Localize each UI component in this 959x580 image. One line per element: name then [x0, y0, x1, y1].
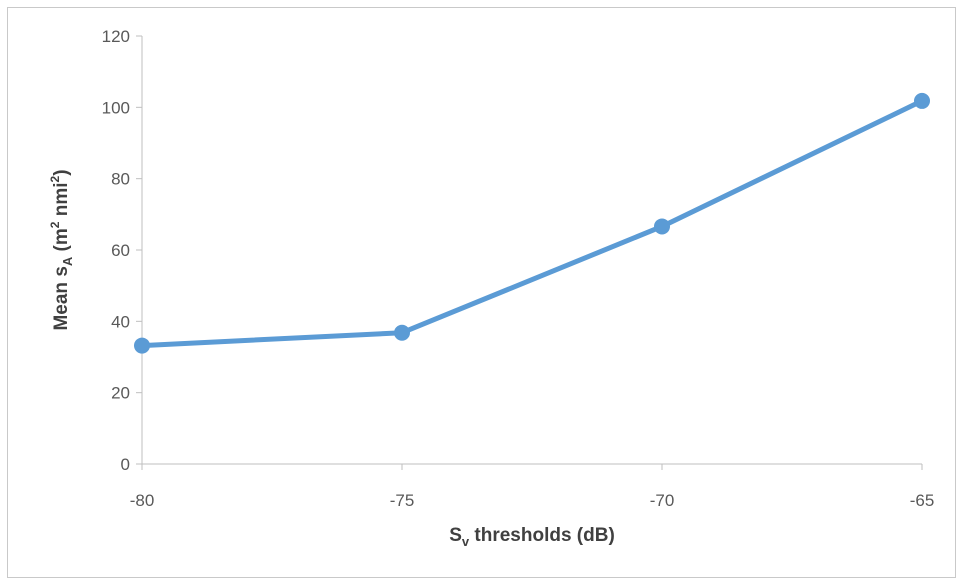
data-point — [394, 324, 410, 341]
series-layer — [134, 92, 930, 354]
data-point — [914, 92, 930, 109]
axes — [136, 35, 923, 470]
y-tick-label: 120 — [102, 27, 130, 46]
y-tick-label: 20 — [111, 384, 130, 403]
series-line — [139, 98, 925, 349]
chart-frame — [7, 7, 956, 578]
y-tick-label: 100 — [102, 98, 130, 117]
x-tick-label: -70 — [650, 491, 675, 510]
tick-labels: 0 20 40 60 80 100 120 -80 -75 -70 -65 — [102, 27, 935, 510]
x-tick-label: -80 — [130, 491, 155, 510]
x-tick-label: -75 — [390, 491, 415, 510]
y-tick-label: 80 — [111, 170, 130, 189]
data-point — [134, 337, 150, 354]
data-point — [654, 218, 670, 235]
y-tick-label: 0 — [121, 455, 130, 474]
y-axis-title: Mean sA (m2 nmi2) — [48, 169, 75, 330]
y-tick-label: 40 — [111, 312, 130, 331]
x-tick-label: -65 — [910, 491, 935, 510]
y-tick-label: 60 — [111, 241, 130, 260]
x-axis-title: Sv thresholds (dB) — [449, 525, 615, 549]
